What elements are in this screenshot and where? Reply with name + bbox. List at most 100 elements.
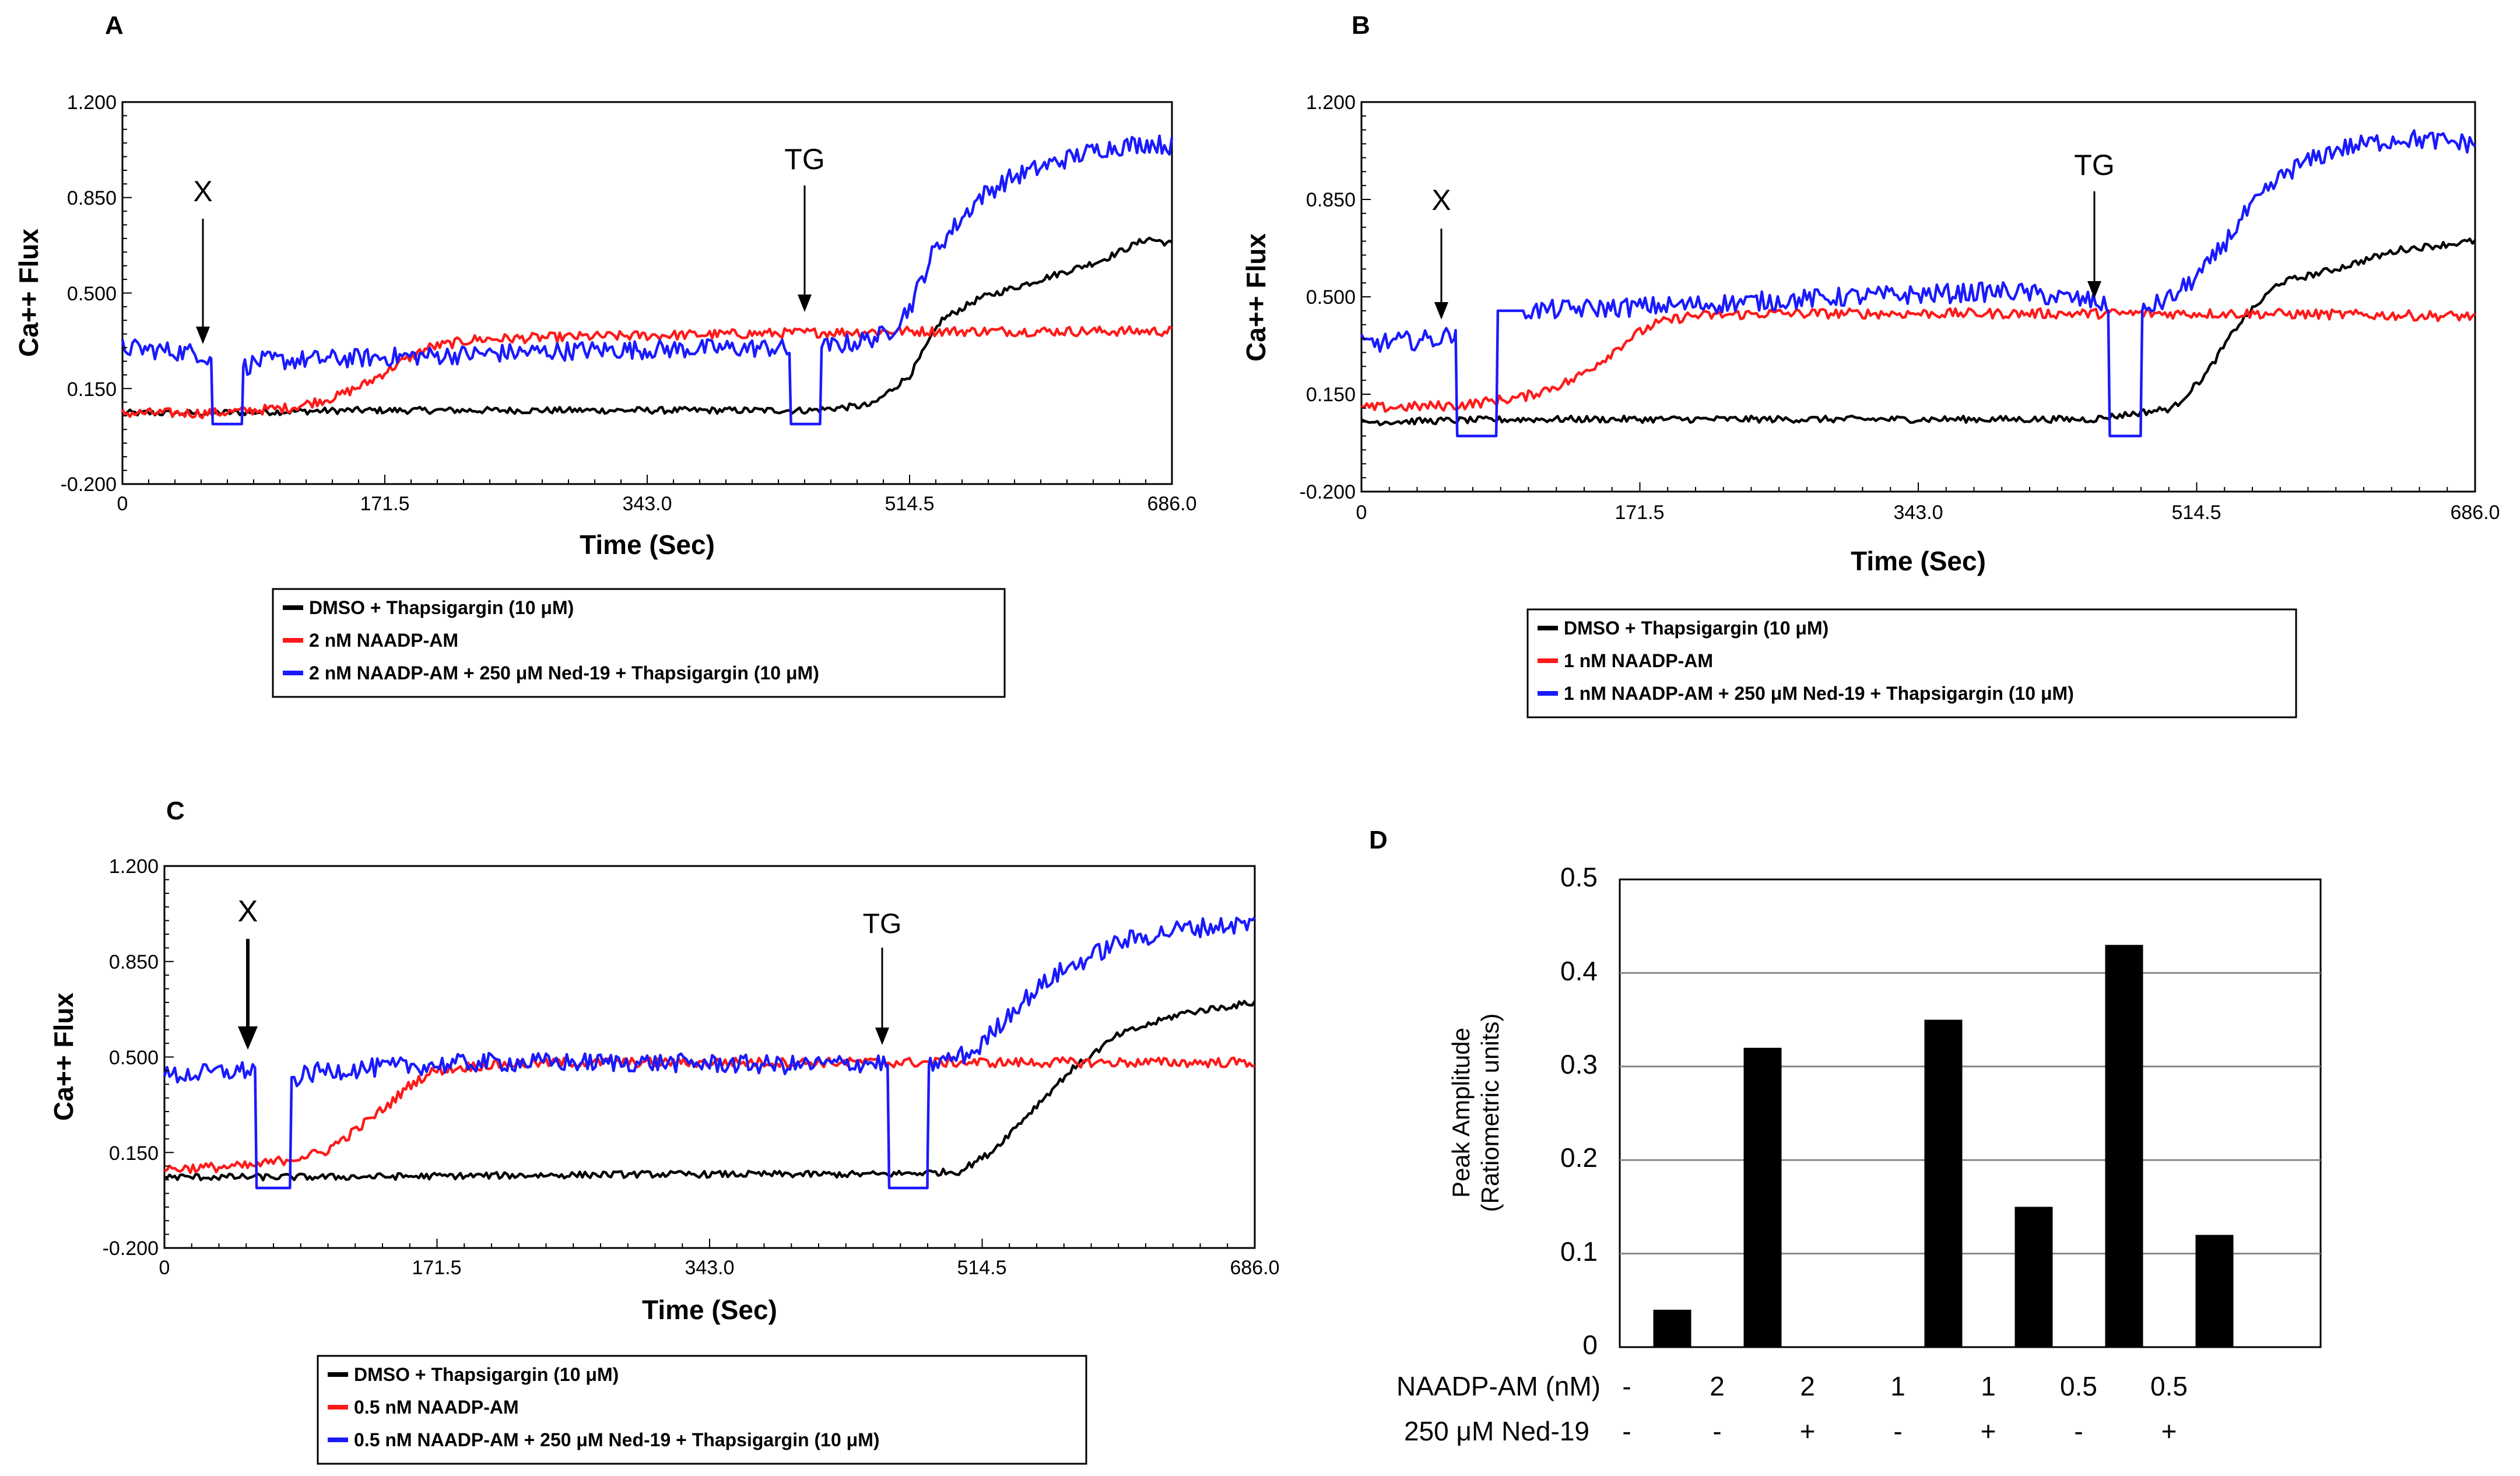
- panel-b-ytick-0: 1.200: [1306, 92, 1356, 114]
- panel-b-xtick-3: 514.5: [2171, 502, 2221, 524]
- panel-a-xtick-3: 514.5: [885, 493, 934, 515]
- panel-b-x-axis-title: Time (Sec): [1851, 546, 1986, 576]
- series-line-ned19: [163, 916, 1256, 1190]
- bar-4: [2014, 1207, 2053, 1347]
- category-ned19-label: -: [1622, 1416, 1631, 1446]
- panel-b-legend-dmso: DMSO + Thapsigargin (10 μM): [1564, 618, 1828, 639]
- series-line-ned19: [1360, 129, 2476, 437]
- panel-d-y-axis-title-line2: (Ratiometric units): [1476, 1014, 1504, 1212]
- panel-c-arrowhead-tg: [875, 1028, 889, 1045]
- series-line-naadp: [121, 325, 1173, 419]
- panel-b-xtick-4: 686.0: [2450, 502, 2500, 524]
- panel-a-ytick-2: 0.500: [67, 283, 117, 305]
- panel-a-legend-dmso: DMSO + Thapsigargin (10 μM): [309, 597, 574, 618]
- panel-b-legend-box: [1526, 608, 2297, 718]
- panel-d-category-labels: - - 2 - 2 +1 - 1 +0.5 - 0.5 +: [1622, 1371, 2188, 1446]
- panel-b-label: B: [1352, 11, 1370, 40]
- panel-b-series: [1360, 129, 2476, 437]
- series-line-dmso: [1361, 237, 2476, 426]
- panel-b-xtick-2: 343.0: [1893, 502, 1943, 524]
- panel-a-arrowhead-tg: [798, 295, 812, 312]
- panel-d-label: D: [1369, 826, 1388, 854]
- panel-a-y-tick-labels: 1.200 0.850 0.500 0.150 -0.200: [61, 92, 117, 496]
- panel-a-ytick-0: 1.200: [67, 92, 117, 114]
- panel-b-annotation-tg: TG: [2074, 149, 2114, 181]
- panel-a-ytick-1: 0.850: [67, 187, 117, 209]
- panel-b-x-tick-labels: 0 171.5 343.0 514.5 686.0: [1356, 502, 2500, 524]
- panel-a-ytick-4: -0.200: [61, 474, 117, 496]
- bar-0: [1653, 1309, 1691, 1347]
- panel-a: A 1.200 0.850 0.500 0.150 -0.200 0 171.5…: [13, 11, 1197, 698]
- panel-c-series: [163, 916, 1256, 1190]
- panel-b-y-axis-title: Ca++ Flux: [1241, 233, 1271, 362]
- bar-6: [2195, 1235, 2234, 1347]
- category-naadp-label: 0.5: [2060, 1371, 2097, 1401]
- panel-d-ytick-1: 0.1: [1560, 1236, 1598, 1267]
- panel-a-legend-naadp: 2 nM NAADP-AM: [309, 630, 458, 651]
- panel-b-ytick-2: 0.500: [1306, 286, 1356, 308]
- panel-d-ytick-0: 0: [1582, 1330, 1598, 1360]
- series-line-ned19: [121, 134, 1174, 426]
- panel-a-ytick-3: 0.150: [67, 378, 117, 401]
- panel-b: B 1.200 0.850 0.500 0.150 -0.200 0 171.5…: [1241, 11, 2500, 718]
- panel-c: C 1.200 0.850 0.500 0.150 -0.200 0 171.5…: [48, 797, 1280, 1465]
- panel-b-y-tick-labels: 1.200 0.850 0.500 0.150 -0.200: [1300, 92, 1356, 503]
- panel-c-xtick-2: 343.0: [685, 1257, 734, 1279]
- category-naadp-label: 1: [1981, 1371, 1996, 1401]
- panel-a-x-tick-labels: 0 171.5 343.0 514.5 686.0: [117, 493, 1197, 515]
- panel-d-y-tick-labels: 0 0.1 0.2 0.3 0.4 0.5: [1560, 862, 1598, 1360]
- panel-c-xtick-4: 686.0: [1230, 1257, 1279, 1279]
- panel-c-xtick-3: 514.5: [957, 1257, 1006, 1279]
- panel-a-legend-ned19: 2 nM NAADP-AM + 250 μM Ned-19 + Thapsiga…: [309, 662, 819, 683]
- bar-3: [1924, 1019, 1963, 1347]
- panel-c-minor-ticks: [164, 865, 1255, 1249]
- category-naadp-label: 0.5: [2150, 1371, 2188, 1401]
- panel-a-series: [121, 134, 1174, 426]
- category-naadp-label: -: [1622, 1371, 1631, 1401]
- panel-a-legend: DMSO + Thapsigargin (10 μM) 2 nM NAADP-A…: [272, 588, 1006, 698]
- panel-c-legend-naadp: 0.5 nM NAADP-AM: [354, 1397, 519, 1418]
- panel-c-ytick-3: 0.150: [109, 1142, 159, 1165]
- category-ned19-label: +: [1981, 1416, 1996, 1446]
- panel-a-xtick-1: 171.5: [360, 493, 409, 515]
- panel-a-arrowhead-x: [196, 327, 210, 344]
- panel-c-xtick-0: 0: [159, 1257, 170, 1279]
- panel-c-y-tick-labels: 1.200 0.850 0.500 0.150 -0.200: [103, 856, 159, 1260]
- panel-b-ytick-1: 0.850: [1306, 189, 1356, 211]
- panel-b-ytick-3: 0.150: [1306, 384, 1356, 406]
- category-naadp-label: 2: [1710, 1371, 1725, 1401]
- panel-a-xtick-4: 686.0: [1147, 493, 1196, 515]
- series-line-dmso: [164, 1000, 1256, 1181]
- panel-d-row-label-naadp: NAADP-AM (nM): [1396, 1371, 1601, 1401]
- panel-c-legend: DMSO + Thapsigargin (10 μM) 0.5 nM NAADP…: [317, 1355, 1087, 1465]
- panel-a-label: A: [105, 11, 124, 40]
- series-line-naadp: [164, 1056, 1255, 1175]
- panel-c-annotation-x: X: [238, 895, 258, 928]
- panel-d-ytick-3: 0.3: [1560, 1049, 1598, 1079]
- panel-c-ytick-1: 0.850: [109, 951, 159, 973]
- category-ned19-label: -: [1712, 1416, 1721, 1446]
- bar-1: [1743, 1047, 1782, 1347]
- panel-d-plot-frame: [1619, 878, 2322, 1348]
- panel-a-plot-frame: [121, 101, 1173, 485]
- panel-d-ytick-5: 0.5: [1560, 862, 1598, 892]
- category-ned19-label: +: [2161, 1416, 2177, 1446]
- panel-c-legend-box: [317, 1355, 1087, 1465]
- panel-a-xtick-0: 0: [117, 493, 128, 515]
- panel-d-y-axis-title-line1: Peak Amplitude: [1447, 1028, 1475, 1198]
- panel-c-arrowhead-x: [238, 1026, 258, 1050]
- panel-a-legend-box: [272, 588, 1006, 698]
- panel-b-annotation-x: X: [1431, 184, 1451, 216]
- category-naadp-label: 2: [1800, 1371, 1815, 1401]
- panel-c-ytick-0: 1.200: [109, 856, 159, 878]
- bar-5: [2105, 945, 2143, 1347]
- panel-a-xtick-2: 343.0: [622, 493, 672, 515]
- panel-d-row-label-ned19: 250 μM Ned-19: [1404, 1416, 1589, 1446]
- category-ned19-label: +: [1800, 1416, 1816, 1446]
- series-line-dmso: [121, 236, 1173, 417]
- panel-d-ytick-4: 0.4: [1560, 956, 1598, 986]
- panel-d: D 0 0.1 0.2 0.3 0.4 0.5 Peak Amplitude (…: [1369, 826, 2322, 1446]
- panel-c-x-axis-title: Time (Sec): [642, 1295, 777, 1325]
- panel-b-legend-naadp: 1 nM NAADP-AM: [1564, 650, 1713, 671]
